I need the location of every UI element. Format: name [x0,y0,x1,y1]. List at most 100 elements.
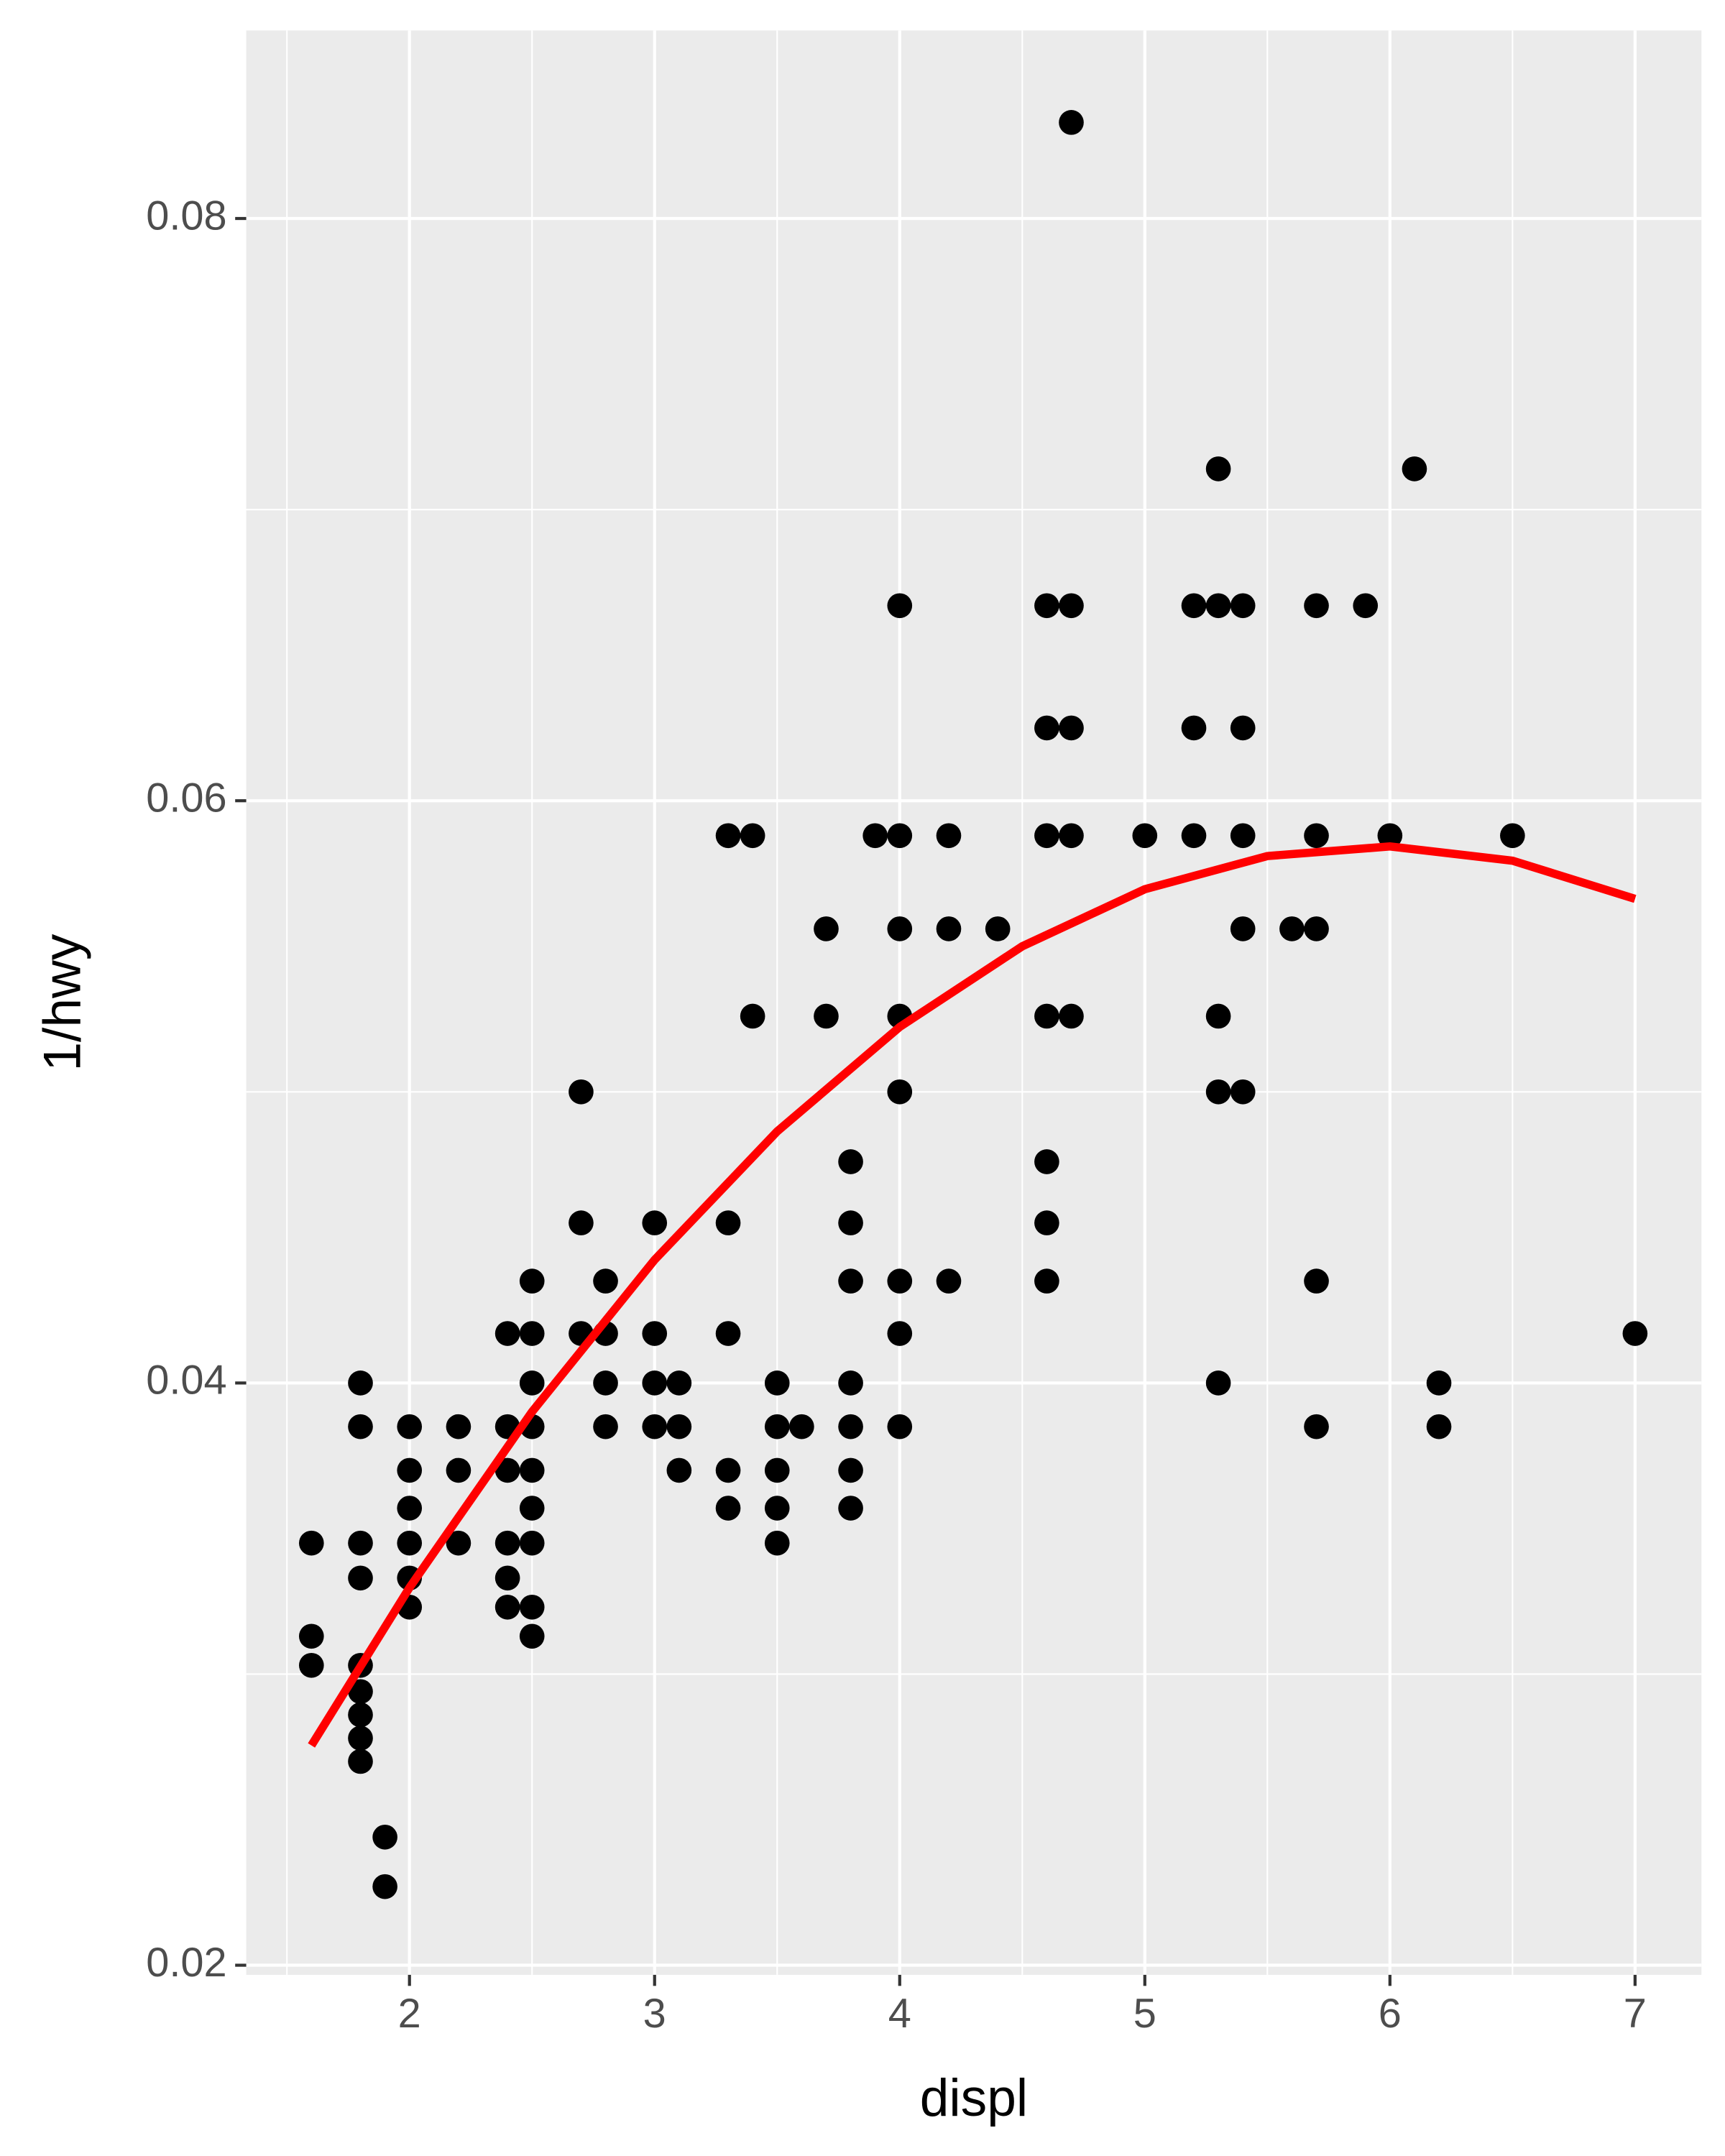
x-tick-label: 4 [888,1991,911,2037]
point [1205,1370,1231,1396]
point [814,1003,839,1029]
point [397,1414,423,1439]
point [519,1321,545,1346]
point [1181,823,1207,849]
point [1377,823,1403,849]
x-tick-label: 3 [643,1991,666,2037]
y-tick-label: 0.08 [146,193,226,239]
point [1279,916,1305,941]
point [642,1370,668,1396]
point [642,1321,668,1346]
point [519,1268,545,1294]
point [519,1530,545,1556]
point [397,1530,423,1556]
point [1059,593,1084,619]
point [1205,1079,1231,1105]
y-axis-title: 1/hwy [34,934,92,1071]
point [397,1496,423,1521]
x-tick-label: 6 [1379,1991,1402,2037]
point [1426,1370,1452,1396]
point [446,1530,472,1556]
point [593,1414,618,1439]
point [715,1321,741,1346]
point [838,1414,863,1439]
point [348,1530,373,1556]
point [494,1565,520,1591]
point [348,1414,373,1439]
point [348,1679,373,1705]
point [789,1414,814,1439]
point [348,1726,373,1751]
point [1304,593,1329,619]
point [1500,823,1525,849]
point [1059,823,1084,849]
y-tick-label: 0.06 [146,775,226,821]
point [1230,1079,1256,1105]
point [519,1370,545,1396]
point [936,916,962,941]
point [666,1457,692,1483]
point [642,1210,668,1235]
point [764,1530,790,1556]
point [838,1210,863,1235]
point [715,1210,741,1235]
point [1059,110,1084,135]
point [887,1268,913,1294]
point [887,916,913,941]
point [1402,456,1427,482]
point [1230,916,1256,941]
point [1426,1414,1452,1439]
point [1034,823,1059,849]
point [887,823,913,849]
point [298,1623,324,1649]
point [348,1565,373,1591]
point [740,1003,765,1029]
point [715,823,741,849]
point [1205,456,1231,482]
point [1205,1003,1231,1029]
point [838,1268,863,1294]
point [1034,715,1059,741]
point [1132,823,1158,849]
point [348,1702,373,1728]
panel [246,30,1702,1975]
point [666,1370,692,1396]
point [764,1496,790,1521]
point [446,1457,472,1483]
point [1230,823,1256,849]
point [1230,593,1256,619]
y-tick-label: 0.02 [146,1940,226,1986]
point [666,1414,692,1439]
point [593,1268,618,1294]
point [298,1530,324,1556]
point [1059,715,1084,741]
point [838,1496,863,1521]
point [1181,593,1207,619]
x-axis-title: displ [920,2069,1028,2127]
point [838,1149,863,1174]
point [764,1457,790,1483]
point [519,1623,545,1649]
point [494,1594,520,1620]
point [1034,1268,1059,1294]
point [838,1370,863,1396]
point [397,1457,423,1483]
point [372,1874,397,1899]
point [494,1321,520,1346]
point [298,1652,324,1678]
point [764,1370,790,1396]
point [862,823,888,849]
point [887,1321,913,1346]
point [887,1414,913,1439]
point [1230,715,1256,741]
point [1034,593,1059,619]
y-tick-label: 0.04 [146,1358,226,1404]
point [887,1079,913,1105]
point [1304,823,1329,849]
point [446,1414,472,1439]
point [593,1370,618,1396]
point [1181,715,1207,741]
point [838,1457,863,1483]
